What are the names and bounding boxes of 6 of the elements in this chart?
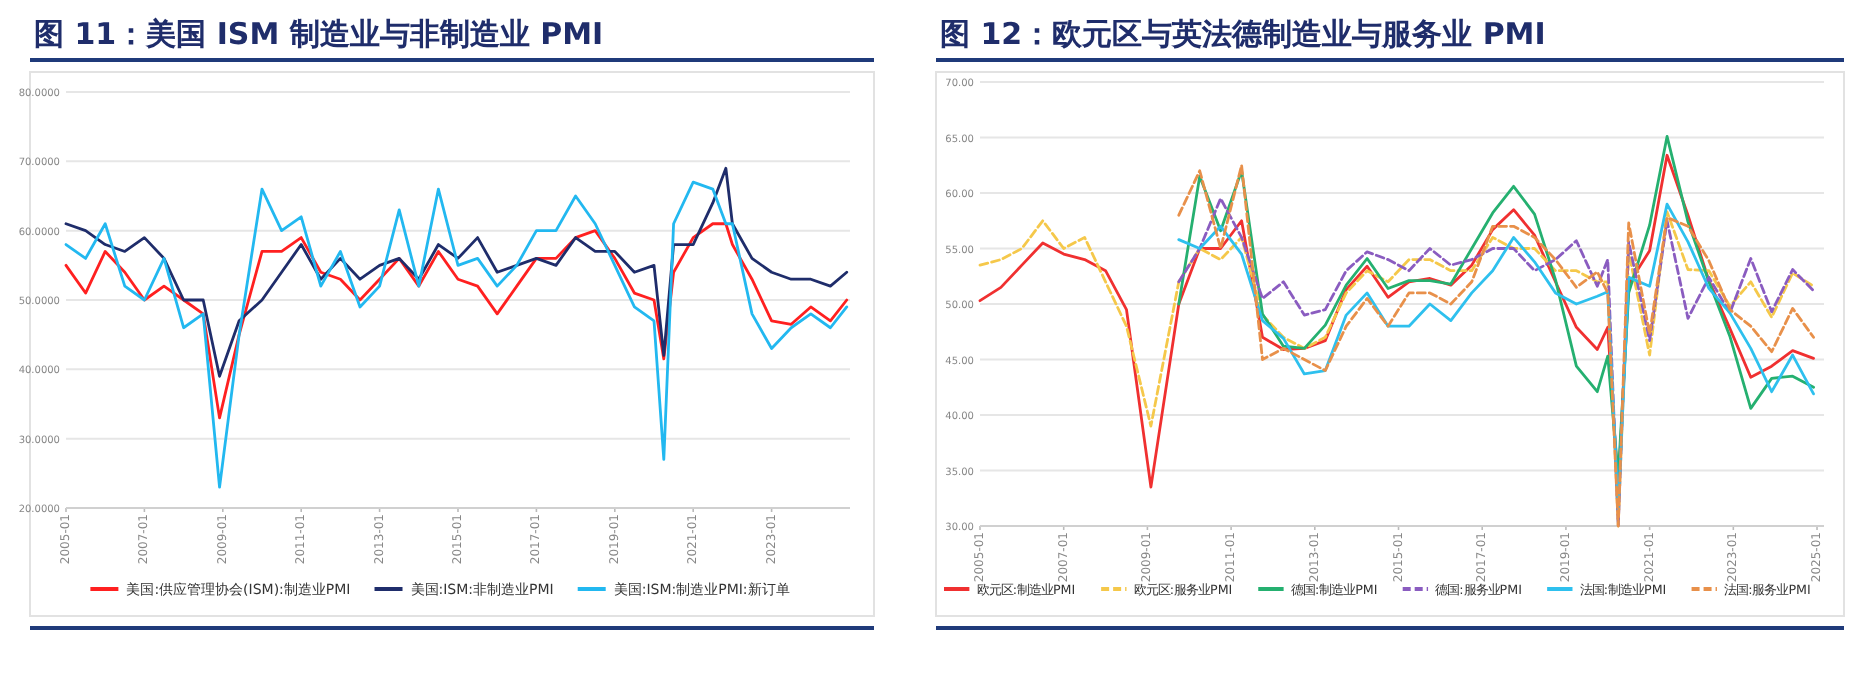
line-series [64, 222, 849, 420]
chart-title: 图 12：欧元区与英法德制造业与服务业 PMI [940, 16, 1546, 52]
line-series [64, 180, 849, 489]
chart-title: 图 11：美国 ISM 制造业与非制造业 PMI [34, 16, 604, 52]
line-series [64, 166, 849, 378]
line-series [1177, 135, 1815, 478]
